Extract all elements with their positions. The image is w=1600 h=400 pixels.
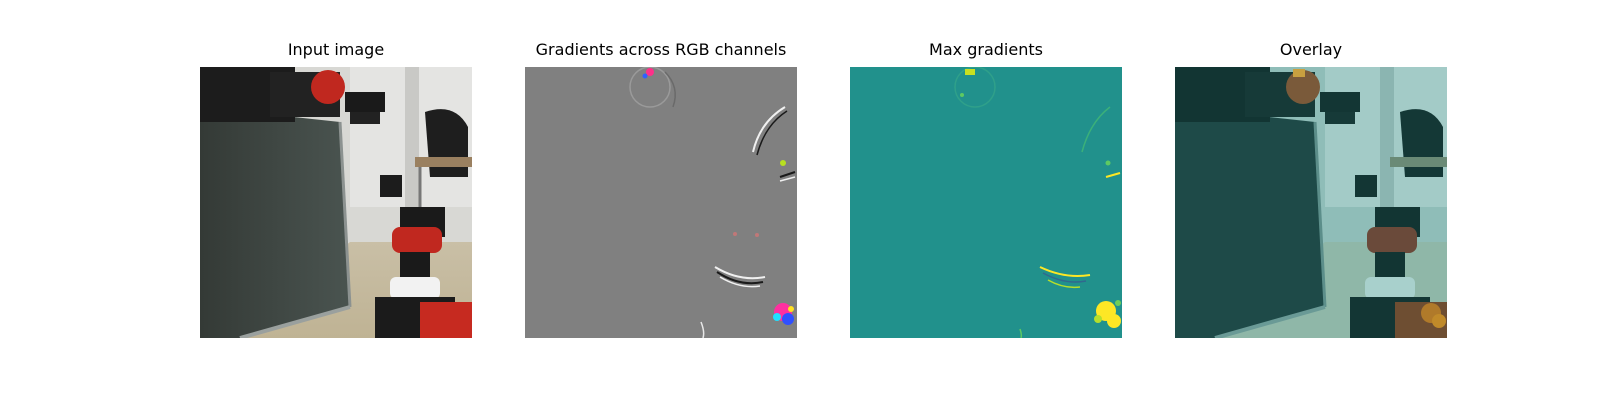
overlay-image	[1175, 67, 1447, 338]
max-gradients-image	[850, 67, 1122, 338]
panel-title: Overlay	[1279, 40, 1343, 59]
panel-title: Input image	[287, 40, 385, 59]
rgb-gradients-image	[525, 67, 797, 338]
input-image	[200, 67, 472, 338]
panel-title: Gradients across RGB channels	[535, 40, 787, 59]
panel-title: Max gradients	[929, 40, 1043, 59]
